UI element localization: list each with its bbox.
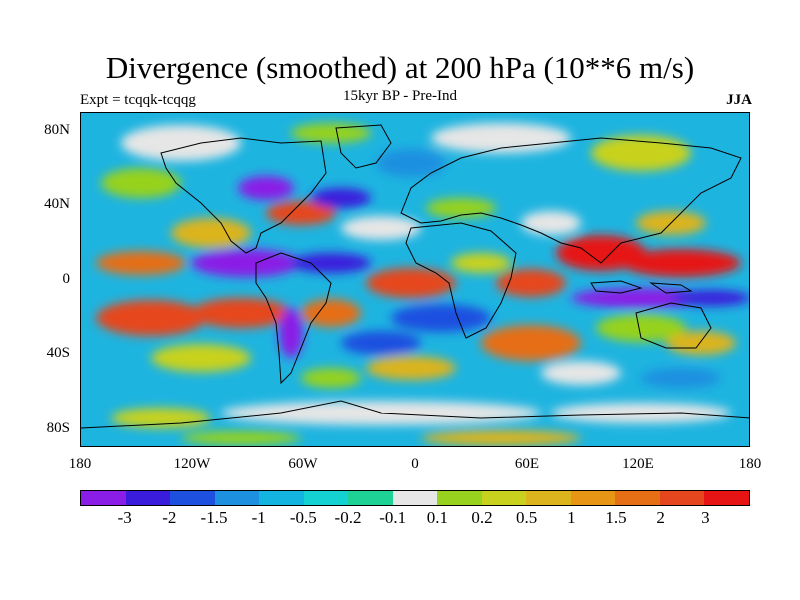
colorbar-label: -0.1 <box>379 508 407 527</box>
colorbar-label: 1.5 <box>605 508 627 527</box>
colorbar-label: 0.5 <box>516 508 538 527</box>
colorbar-swatch <box>704 491 749 505</box>
colorbar-swatch <box>259 491 304 505</box>
lon-label-60w: 60W <box>288 456 318 472</box>
colorbar-label: -1.5 <box>200 508 228 527</box>
lon-label-180w: 180 <box>68 456 92 472</box>
lat-label-40n: 40N <box>44 196 70 212</box>
colorbar-swatch <box>481 491 527 505</box>
map-field <box>81 113 749 446</box>
colorbar-swatch <box>615 491 660 505</box>
lat-label-40s: 40S <box>46 345 70 361</box>
colorbar-swatch <box>170 491 215 505</box>
lat-label-80n: 80N <box>44 122 70 138</box>
colorbar-swatch <box>570 491 616 505</box>
colorbar-label: -0.2 <box>334 508 362 527</box>
lon-label-0: 0 <box>411 456 419 472</box>
colorbar-label: -0.5 <box>289 508 317 527</box>
colorbar-label: -3 <box>117 508 132 527</box>
lon-label-120e: 120E <box>622 456 654 472</box>
coastlines <box>81 124 749 429</box>
colorbar-label: -2 <box>162 508 177 527</box>
colorbar-swatch <box>437 491 482 505</box>
colorbar-label: 0.2 <box>471 508 493 527</box>
colorbar-swatch <box>348 491 393 505</box>
colorbar-label: -1 <box>251 508 266 527</box>
lon-label-180e: 180 <box>738 456 762 472</box>
colorbar-swatch <box>659 491 705 505</box>
colorbar-swatch <box>526 491 571 505</box>
lon-label-60e: 60E <box>514 456 540 472</box>
colorbar-swatch <box>214 491 260 505</box>
lat-label-0: 0 <box>62 271 71 287</box>
divergence-map <box>80 112 750 447</box>
colorbar-swatch <box>125 491 171 505</box>
colorbar-label: 2 <box>656 508 665 527</box>
lon-label-120w: 120W <box>173 456 211 472</box>
colorbar-swatch <box>81 491 126 505</box>
colorbar-swatch <box>303 491 349 505</box>
plot-title: Divergence (smoothed) at 200 hPa (10**6 … <box>105 50 695 85</box>
season-label: JJA <box>726 92 752 108</box>
colorbar-swatch <box>392 491 438 505</box>
period-label: 15kyr BP - Pre-Ind <box>342 88 458 104</box>
lat-label-80s: 80S <box>46 420 70 436</box>
colorbar-label: 0.1 <box>426 508 448 527</box>
colorbar-label: 3 <box>701 508 710 527</box>
colorbar-label: 1 <box>567 508 576 527</box>
experiment-label: Expt = tcqqk-tcqqg <box>80 92 196 108</box>
colorbar <box>80 490 750 506</box>
